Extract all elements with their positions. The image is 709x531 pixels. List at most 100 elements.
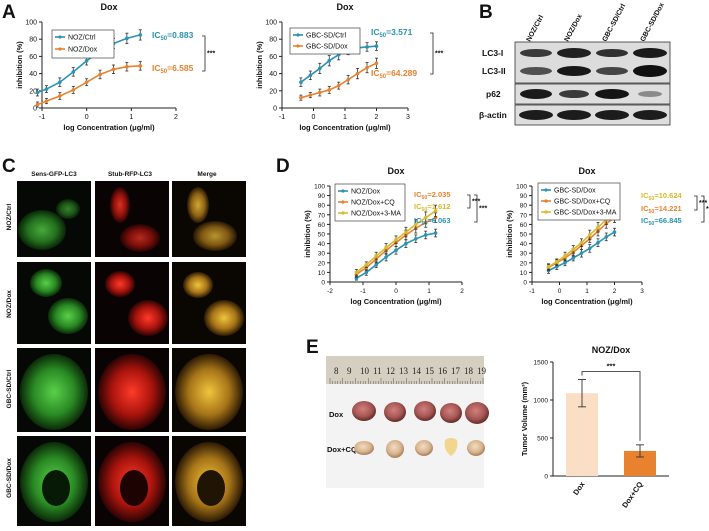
y-tick-label: 50	[520, 232, 528, 239]
data-point	[374, 254, 379, 258]
y-tick-label: 0	[33, 106, 37, 113]
x-axis-label: log Concentration (μg/ml)	[299, 123, 391, 132]
legend-label: GBC-SD/Dox+CQ	[554, 199, 611, 206]
x-tick-label: 3	[640, 288, 644, 295]
y-axis-label: inhibition (%)	[15, 41, 24, 89]
blot-row-label: β-actin	[479, 110, 507, 120]
blot-row-label: LC3-II	[482, 66, 506, 76]
legend-box	[537, 182, 621, 221]
cell-nucleus	[120, 470, 148, 506]
data-point	[394, 248, 398, 253]
data-point	[98, 72, 102, 77]
y-tick-label: 100	[314, 184, 325, 191]
tumor-row-label: Dox	[329, 410, 344, 419]
data-point	[125, 36, 129, 41]
tumor	[354, 441, 374, 455]
y-tick-label: 20	[520, 260, 528, 267]
y-tick-label: 60	[29, 54, 37, 61]
micro-row-label: GBC-SD/Ctrl	[6, 369, 13, 408]
significance-bracket	[474, 194, 478, 223]
blot-band	[595, 110, 629, 120]
data-point	[44, 87, 49, 91]
legend-label: NOZ/Ctrl	[68, 35, 96, 42]
y-tick-label: 20	[29, 88, 37, 95]
data-point	[125, 64, 129, 69]
cell-blob	[183, 272, 213, 298]
cell-blob	[98, 354, 166, 430]
ruler-number: 8	[334, 366, 339, 376]
significance-mark: ***	[479, 206, 487, 213]
micro-row-label: GBC-SD/Dox	[6, 458, 13, 498]
ic50-label: IC50=1.612	[414, 202, 451, 213]
cell-blob	[128, 300, 168, 336]
legend-label: GBC-SD/Dox	[554, 188, 596, 195]
blot-lane-label: NOZ/Dox	[564, 13, 584, 43]
x-tick-label: 1	[129, 114, 133, 121]
tumor	[384, 402, 406, 422]
data-point	[596, 240, 600, 245]
significance-mark: ***	[472, 199, 480, 206]
chart-d1: Dox 0 10 20 30 40 50 60 70 80 90 100 -2 -1 0 1 2 log Conc…	[303, 166, 487, 306]
data-point	[365, 45, 369, 49]
x-tick-label: -1	[39, 114, 45, 121]
y-tick-label: 80	[318, 203, 326, 210]
data-point	[35, 102, 40, 107]
x-tick-label: Dox+CQ	[620, 480, 645, 510]
y-tick-label: 90	[318, 193, 326, 200]
data-point	[364, 270, 369, 275]
cell-blob	[120, 224, 160, 252]
cell-blob	[56, 199, 80, 219]
y-tick-label: 20	[318, 260, 326, 267]
data-point	[579, 240, 584, 245]
chart-title: Dox	[578, 166, 595, 176]
cell-nucleus	[197, 470, 225, 506]
blot-band	[520, 49, 552, 57]
blot-band	[520, 89, 552, 99]
y-axis-label: Tumor Volume (mm³)	[520, 381, 529, 456]
y-tick-label: 80	[269, 37, 277, 44]
micro-column-label: Sens-GFP-LC3	[31, 171, 77, 178]
y-tick-label: 0	[523, 280, 527, 287]
tumor	[444, 438, 458, 456]
ruler-number: 14	[412, 366, 422, 376]
cell-blob	[193, 221, 237, 251]
blot-lane-label: NOZ/Ctrl	[526, 14, 546, 43]
data-point	[571, 256, 576, 260]
data-point	[563, 254, 567, 258]
legend-label: GBC-SD/Dox+3-MA	[554, 210, 617, 217]
data-point	[299, 80, 303, 84]
cell-blob	[30, 269, 62, 297]
series-line	[300, 62, 377, 99]
x-tick-label: 2	[174, 114, 178, 121]
blot-band	[519, 110, 553, 120]
legend-label: NOZ/Dox	[68, 47, 98, 54]
blot-band	[520, 67, 552, 75]
chart-title: Dox	[100, 2, 117, 12]
legend-box	[51, 29, 115, 59]
y-tick-label: 40	[520, 241, 528, 248]
y-axis-label: inhibition (%)	[255, 41, 264, 89]
y-tick-label: 30	[318, 251, 326, 258]
y-tick-label: 10	[520, 270, 528, 277]
cell-nucleus	[42, 470, 70, 506]
legend-label: NOZ/Dox+CQ	[351, 200, 395, 207]
tumor	[467, 440, 485, 456]
y-tick-label: 100	[516, 184, 527, 191]
data-point	[433, 231, 438, 235]
data-point	[299, 95, 303, 100]
x-tick-label: 1	[585, 288, 589, 295]
cell-blob	[187, 187, 209, 223]
data-point	[308, 93, 313, 97]
data-point	[138, 64, 143, 68]
legend-marker	[58, 47, 62, 51]
data-point	[111, 67, 116, 72]
data-point	[546, 264, 551, 269]
chart-e: NOZ/Dox 0 500 1000 1500 Tumor Volume (mm³) Dox…	[520, 345, 669, 510]
tumor-photo: 8 9 10 11 12 13 14 15 16 17 18 19 Dox Dox+CQ	[326, 356, 489, 488]
y-tick-label: 60	[269, 54, 277, 61]
panel-label-b: B	[479, 2, 493, 23]
blot-band	[595, 89, 629, 99]
